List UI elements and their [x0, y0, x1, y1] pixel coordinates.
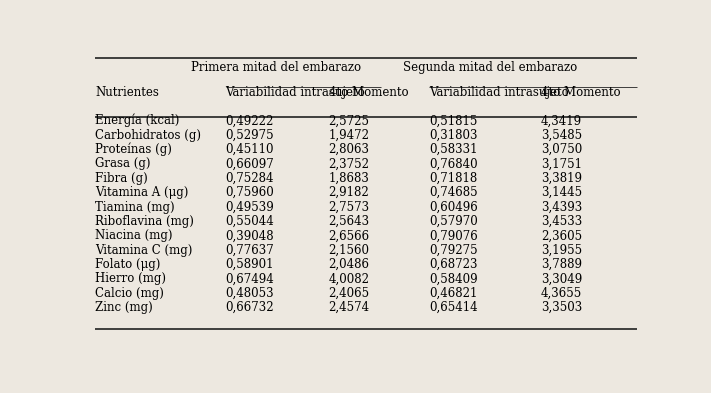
Text: 2,7573: 2,7573	[328, 200, 370, 214]
Text: Vitamina C (mg): Vitamina C (mg)	[95, 244, 193, 257]
Text: 3,4393: 3,4393	[541, 200, 582, 214]
Text: Segunda mitad del embarazo: Segunda mitad del embarazo	[403, 61, 577, 74]
Text: Energía (kcal): Energía (kcal)	[95, 114, 180, 127]
Text: Tiamina (mg): Tiamina (mg)	[95, 200, 175, 214]
Text: 4,3655: 4,3655	[541, 287, 582, 300]
Text: 2,0486: 2,0486	[328, 258, 370, 271]
Text: 3,7889: 3,7889	[541, 258, 582, 271]
Text: 0,58409: 0,58409	[429, 272, 478, 285]
Text: 0,45110: 0,45110	[225, 143, 274, 156]
Text: 2,4574: 2,4574	[328, 301, 370, 314]
Text: 0,74685: 0,74685	[429, 186, 478, 199]
Text: 2,9182: 2,9182	[328, 186, 369, 199]
Text: Variabilidad intrasujeto: Variabilidad intrasujeto	[429, 86, 570, 99]
Text: 0,57970: 0,57970	[429, 215, 479, 228]
Text: 0,79275: 0,79275	[429, 244, 478, 257]
Text: 0,51815: 0,51815	[429, 114, 478, 127]
Text: 3,4533: 3,4533	[541, 215, 582, 228]
Text: 0,75284: 0,75284	[225, 172, 274, 185]
Text: Proteínas (g): Proteínas (g)	[95, 143, 172, 156]
Text: 3,1955: 3,1955	[541, 244, 582, 257]
Text: 4,0082: 4,0082	[328, 272, 370, 285]
Text: 0,48053: 0,48053	[225, 287, 274, 300]
Text: 0,67494: 0,67494	[225, 272, 274, 285]
Text: Primera mitad del embarazo: Primera mitad del embarazo	[191, 61, 361, 74]
Text: 2,4065: 2,4065	[328, 287, 370, 300]
Text: 3,5485: 3,5485	[541, 129, 582, 142]
Text: 0,66732: 0,66732	[225, 301, 274, 314]
Text: 0,49222: 0,49222	[225, 114, 274, 127]
Text: 3,3049: 3,3049	[541, 272, 582, 285]
Text: 0,46821: 0,46821	[429, 287, 478, 300]
Text: 3,3503: 3,3503	[541, 301, 582, 314]
Text: 2,3752: 2,3752	[328, 158, 370, 171]
Text: Calcio (mg): Calcio (mg)	[95, 287, 164, 300]
Text: 4,3419: 4,3419	[541, 114, 582, 127]
Text: Fibra (g): Fibra (g)	[95, 172, 148, 185]
Text: 0,52975: 0,52975	[225, 129, 274, 142]
Text: 2,5725: 2,5725	[328, 114, 370, 127]
Text: 2,8063: 2,8063	[328, 143, 370, 156]
Text: 0,65414: 0,65414	[429, 301, 478, 314]
Text: 0,58331: 0,58331	[429, 143, 478, 156]
Text: 0,76840: 0,76840	[429, 158, 478, 171]
Text: 1,8683: 1,8683	[328, 172, 370, 185]
Text: 0,60496: 0,60496	[429, 200, 479, 214]
Text: 0,49539: 0,49539	[225, 200, 274, 214]
Text: Nutrientes: Nutrientes	[95, 86, 159, 99]
Text: Grasa (g): Grasa (g)	[95, 158, 151, 171]
Text: 2,5643: 2,5643	[328, 215, 370, 228]
Text: Folato (μg): Folato (μg)	[95, 258, 161, 271]
Text: Variabilidad intrasujeto: Variabilidad intrasujeto	[225, 86, 365, 99]
Text: Niacina (mg): Niacina (mg)	[95, 230, 173, 242]
Text: 2,6566: 2,6566	[328, 230, 370, 242]
Text: 4to Momento: 4to Momento	[328, 86, 408, 99]
Text: 0,68723: 0,68723	[429, 258, 478, 271]
Text: Vitamina A (μg): Vitamina A (μg)	[95, 186, 189, 199]
Text: 2,1560: 2,1560	[328, 244, 370, 257]
Text: 3,1751: 3,1751	[541, 158, 582, 171]
Text: 0,71818: 0,71818	[429, 172, 478, 185]
Text: 3,3819: 3,3819	[541, 172, 582, 185]
Text: 0,66097: 0,66097	[225, 158, 274, 171]
Text: Hierro (mg): Hierro (mg)	[95, 272, 166, 285]
Text: 2,3605: 2,3605	[541, 230, 582, 242]
Text: Zinc (mg): Zinc (mg)	[95, 301, 154, 314]
Text: 3,1445: 3,1445	[541, 186, 582, 199]
Text: 0,58901: 0,58901	[225, 258, 274, 271]
Text: 3,0750: 3,0750	[541, 143, 582, 156]
Text: 0,79076: 0,79076	[429, 230, 479, 242]
Text: 0,77637: 0,77637	[225, 244, 274, 257]
Text: 4to Momento: 4to Momento	[541, 86, 620, 99]
Text: 0,55044: 0,55044	[225, 215, 274, 228]
Text: Carbohidratos (g): Carbohidratos (g)	[95, 129, 201, 142]
Text: 0,31803: 0,31803	[429, 129, 478, 142]
Text: Riboflavina (mg): Riboflavina (mg)	[95, 215, 194, 228]
Text: 1,9472: 1,9472	[328, 129, 370, 142]
Text: 0,39048: 0,39048	[225, 230, 274, 242]
Text: 0,75960: 0,75960	[225, 186, 274, 199]
